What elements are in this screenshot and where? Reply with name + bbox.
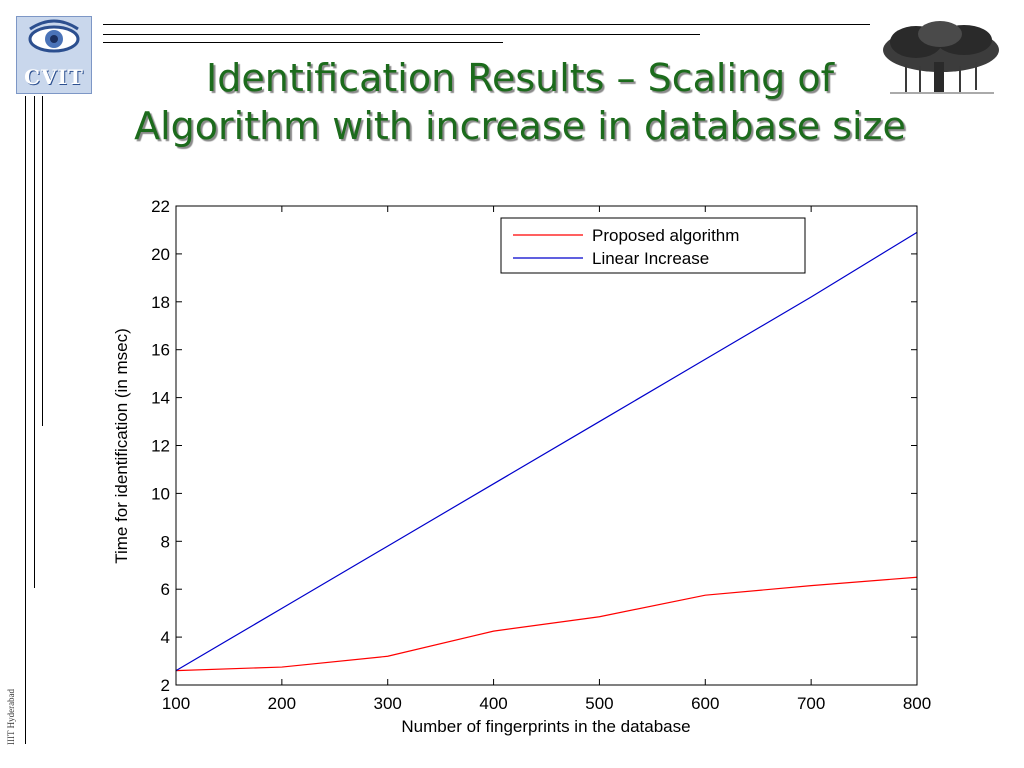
divider-line [103,24,870,25]
legend-box [500,217,806,274]
x-tick-label: 700 [797,694,825,713]
y-tick-label: 12 [151,437,170,456]
x-tick-label: 200 [268,694,296,713]
y-tick-label: 4 [161,628,170,647]
divider-line [103,34,700,35]
eye-icon [28,19,80,53]
x-tick-label: 800 [903,694,931,713]
y-tick-label: 2 [161,676,170,695]
slide-title: Identification Results – Scaling of Algo… [60,54,980,150]
divider-line [25,96,26,744]
series-lines [175,231,918,672]
x-tick-label: 400 [479,694,507,713]
x-tick-label: 100 [162,694,190,713]
y-tick-label: 6 [161,580,170,599]
slide-title-line-1: Identification Results – Scaling of [206,56,834,100]
y-tick-label: 8 [161,532,170,551]
y-tick-label: 14 [151,389,170,408]
y-tick-label: 18 [151,293,170,312]
y-tick-label: 20 [151,245,170,264]
legend: Proposed algorithm Linear Increase [500,217,806,274]
x-axis-label: Number of fingerprints in the database [401,717,690,736]
y-tick-label: 10 [151,484,170,503]
x-tick-label: 300 [374,694,402,713]
y-axis-label: Time for identification (in msec) [112,328,131,564]
slide-title-line-2: Algorithm with increase in database size [134,104,906,148]
x-tick-label: 500 [585,694,613,713]
axis-ticks: 100 200 300 400 500 600 700 800 2 4 6 8 10 12 14 16 18 20… [151,197,931,713]
x-tick-label: 600 [691,694,719,713]
y-tick-label: 16 [151,341,170,360]
logo-text: CVIT [24,65,84,89]
series-line-linear-increase [175,231,918,672]
divider-line [42,96,43,426]
series-line-proposed-algorithm [175,576,918,672]
y-tick-label: 22 [151,197,170,216]
tree-icon [883,21,999,94]
divider-line [103,42,503,43]
divider-line [34,96,35,588]
legend-label-linear-increase: Linear Increase [592,249,709,268]
plot-area [175,205,918,686]
cvit-logo: CVIT [16,16,92,94]
legend-label-proposed-algorithm: Proposed algorithm [592,226,739,245]
